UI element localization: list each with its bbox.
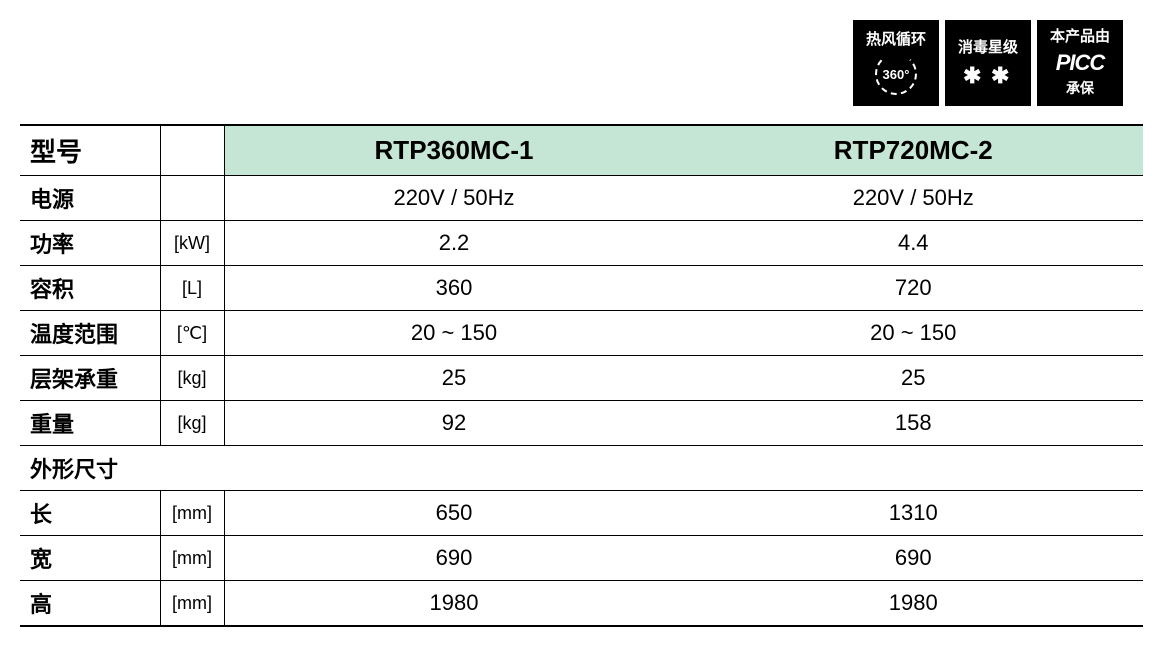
- star-icon: ✱: [991, 65, 1013, 87]
- row-label: 温度范围: [20, 311, 160, 356]
- row-value: 220V / 50Hz: [224, 176, 684, 221]
- row-value: 1980: [224, 581, 684, 627]
- row-value: 2.2: [224, 221, 684, 266]
- model-header: RTP720MC-2: [684, 125, 1144, 176]
- row-value: 1310: [684, 491, 1144, 536]
- row-label: 宽: [20, 536, 160, 581]
- spec-table-body: 型号 RTP360MC-1RTP720MC-2 电源 220V / 50Hz220V …: [20, 125, 1143, 626]
- row-value: 20 ~ 150: [684, 311, 1144, 356]
- picc-logo: PICC: [1056, 50, 1105, 76]
- row-unit: [L]: [160, 266, 224, 311]
- row-value: 360: [224, 266, 684, 311]
- badge-row: 热风循环 360° 消毒星级 ✱ ✱ 本产品由 PICC 承保: [20, 20, 1143, 106]
- row-value: 650: [224, 491, 684, 536]
- row-unit: [kg]: [160, 401, 224, 446]
- row-value: 158: [684, 401, 1144, 446]
- model-header: RTP360MC-1: [224, 125, 684, 176]
- unit-header: [160, 125, 224, 176]
- row-label: 层架承重: [20, 356, 160, 401]
- row-value: 690: [684, 536, 1144, 581]
- star-icon: ✱: [963, 65, 985, 87]
- row-value: 20 ~ 150: [224, 311, 684, 356]
- badge-subtitle: 承保: [1066, 78, 1094, 98]
- row-value: 220V / 50Hz: [684, 176, 1144, 221]
- star-icons: ✱ ✱: [963, 65, 1013, 87]
- section-label: 外形尺寸: [20, 446, 1143, 491]
- badge-disinfect-star: 消毒星级 ✱ ✱: [945, 20, 1031, 106]
- row-label: 长: [20, 491, 160, 536]
- row-label: 重量: [20, 401, 160, 446]
- row-unit: [kg]: [160, 356, 224, 401]
- row-label: 容积: [20, 266, 160, 311]
- row-label: 高: [20, 581, 160, 627]
- row-unit: [mm]: [160, 536, 224, 581]
- rotate-360-icon: 360°: [875, 53, 917, 95]
- row-value: 25: [224, 356, 684, 401]
- model-header-label: 型号: [20, 125, 160, 176]
- row-value: 720: [684, 266, 1144, 311]
- row-unit: [160, 176, 224, 221]
- row-unit: [℃]: [160, 311, 224, 356]
- badge-hot-air: 热风循环 360°: [853, 20, 939, 106]
- badge-picc: 本产品由 PICC 承保: [1037, 20, 1123, 106]
- row-unit: [mm]: [160, 491, 224, 536]
- badge-title: 本产品由: [1050, 28, 1110, 46]
- badge-title: 热风循环: [866, 31, 926, 49]
- row-unit: [mm]: [160, 581, 224, 627]
- row-value: 4.4: [684, 221, 1144, 266]
- row-value: 25: [684, 356, 1144, 401]
- spec-table: 型号 RTP360MC-1RTP720MC-2 电源 220V / 50Hz220V …: [20, 124, 1143, 627]
- row-value: 690: [224, 536, 684, 581]
- row-value: 1980: [684, 581, 1144, 627]
- badge-title: 消毒星级: [958, 39, 1018, 57]
- row-value: 92: [224, 401, 684, 446]
- row-label: 电源: [20, 176, 160, 221]
- row-label: 功率: [20, 221, 160, 266]
- row-unit: [kW]: [160, 221, 224, 266]
